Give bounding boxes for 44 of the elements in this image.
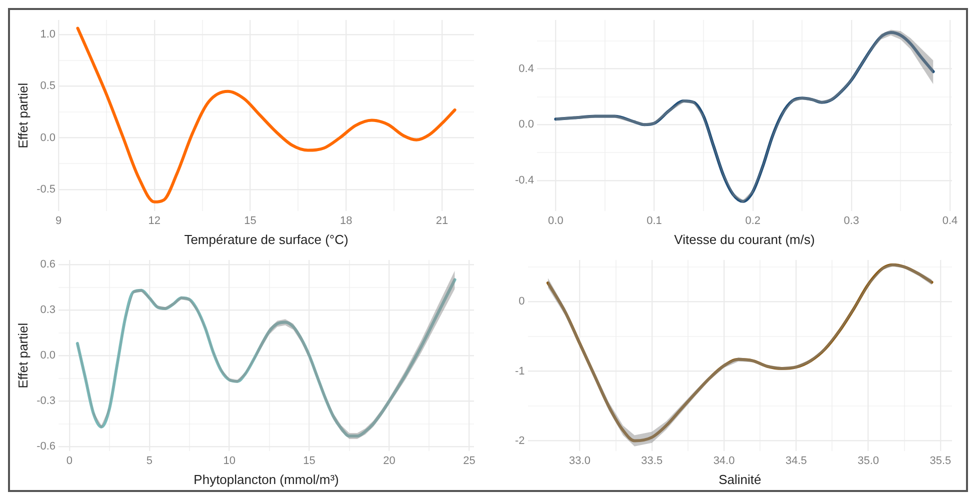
y-tick-label: 0.0 [518,118,534,131]
x-tick-label: 34.0 [713,454,735,467]
line-series [76,26,456,204]
y-tick-label: -2 [515,434,525,447]
x-axis-title: Température de surface (°C) [184,232,348,247]
x-tick-label: 20 [383,454,396,467]
y-axis-title: Effet partiel [15,82,30,148]
y-tick-label: -0.3 [36,395,56,408]
x-tick-label: 9 [55,214,62,227]
x-tick-label: 35.0 [858,454,880,467]
x-tick-label: 33.0 [569,454,590,467]
x-tick-label: 33.5 [641,454,663,467]
y-tick-label: -0.4 [514,174,534,187]
x-tick-label: 0.0 [548,214,564,227]
x-tick-label: 10 [223,454,236,467]
y-tick-label: -1 [515,365,525,378]
y-tick-label: 1.0 [40,28,56,40]
x-tick-label: 0.4 [942,214,958,227]
y-tick-label: -0.6 [36,440,56,453]
y-tick-label: 0 [518,296,525,308]
x-tick-label: 12 [148,214,161,227]
x-tick-label: 25 [463,454,476,467]
x-axis-title: Phytoplancton (mmol/m³) [194,472,339,487]
x-tick-label: 0.3 [844,214,860,227]
x-tick-label: 35.5 [930,454,952,467]
y-tick-label: -0.5 [36,184,56,196]
y-axis-title: Effet partiel [15,322,30,388]
x-tick-label: 5 [146,454,152,467]
y-tick-label: 0.5 [40,80,56,92]
x-tick-label: 34.5 [785,454,807,467]
x-tick-label: 0.1 [646,214,662,227]
x-tick-label: 15 [244,214,256,227]
y-tick-label: 0.4 [518,62,534,75]
y-tick-label: 0.0 [40,132,56,144]
x-tick-label: 0.2 [745,214,761,227]
x-tick-label: 0 [66,454,72,467]
y-tick-label: 0.0 [40,350,56,362]
y-tick-label: 0.6 [40,258,56,271]
x-axis-title: Vitesse du courant (m/s) [674,232,815,247]
x-tick-label: 18 [340,214,352,227]
x-axis-title: Salinité [718,472,762,487]
x-tick-label: 21 [436,214,448,227]
x-tick-label: 15 [303,454,316,467]
y-tick-label: 0.3 [40,304,56,316]
